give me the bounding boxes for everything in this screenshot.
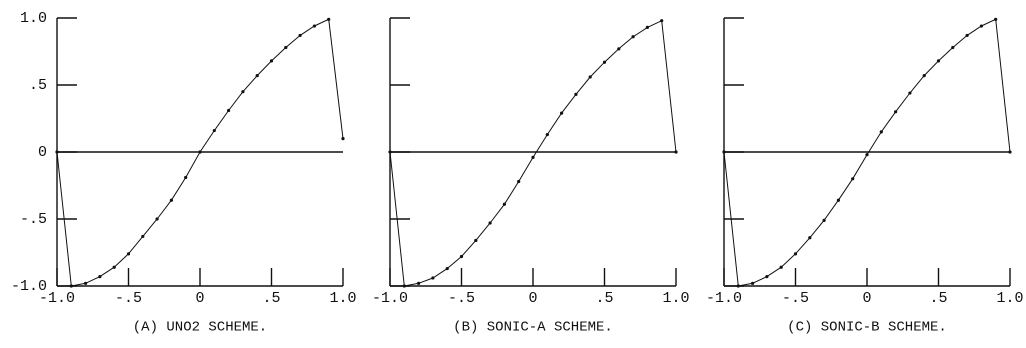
caption: (B) SONIC-A SCHEME. [453, 320, 613, 336]
point [545, 132, 549, 137]
caption: (A) UNO2 SCHEME. [133, 320, 267, 336]
x-tick-label: 1.0 [996, 290, 1023, 307]
point [488, 221, 492, 225]
point [631, 35, 635, 39]
point [660, 19, 664, 23]
point [141, 234, 145, 239]
point [55, 150, 59, 154]
y-tick-label: 0 [38, 144, 47, 161]
point [112, 265, 116, 269]
x-tick-label: .5 [929, 290, 947, 307]
point [751, 281, 755, 285]
point [1008, 150, 1012, 154]
y-tick-label: -1.0 [11, 278, 47, 295]
point [922, 74, 926, 78]
point [502, 202, 506, 206]
point [388, 150, 392, 154]
point [808, 236, 812, 240]
y-tick-label: 1.0 [20, 10, 47, 27]
point [894, 110, 898, 114]
point [865, 153, 869, 157]
point [879, 130, 883, 134]
point [241, 90, 245, 94]
point [908, 91, 912, 95]
x-tick-label: -.5 [782, 290, 809, 307]
x-tick-label: 0 [195, 290, 204, 307]
point [459, 254, 464, 259]
x-tick-label: -1.0 [706, 290, 742, 307]
point [645, 25, 650, 29]
point [474, 238, 478, 243]
point [936, 59, 941, 63]
x-tick-label: 0 [862, 290, 871, 307]
point [69, 284, 73, 288]
point [765, 275, 769, 279]
point [560, 111, 564, 115]
curve [389, 19, 677, 287]
point [341, 137, 345, 141]
x-tick-label: -1.0 [39, 290, 75, 307]
point [284, 45, 288, 50]
point [445, 266, 449, 271]
point [327, 17, 331, 21]
point [779, 265, 783, 269]
x-tick-label: 1.0 [662, 290, 689, 307]
point [617, 47, 621, 51]
point [674, 150, 678, 154]
point [722, 150, 726, 154]
point [574, 92, 578, 96]
point [531, 155, 535, 159]
y-tick-label: .5 [29, 77, 47, 94]
x-tick-label: 0 [528, 290, 537, 307]
point [431, 276, 435, 280]
point [951, 45, 955, 50]
point [184, 175, 188, 180]
x-tick-label: 1.0 [329, 290, 356, 307]
point [588, 75, 592, 79]
point [836, 198, 841, 202]
point [793, 252, 798, 256]
point [517, 179, 521, 184]
point [602, 60, 607, 64]
point [994, 17, 998, 21]
point [851, 177, 855, 181]
point [227, 108, 231, 113]
x-tick-label: -.5 [115, 290, 142, 307]
x-tick-label: -.5 [448, 290, 475, 307]
point [822, 218, 826, 222]
point [155, 217, 159, 221]
point [269, 59, 274, 63]
caption: (C) SONIC-B SCHEME. [787, 320, 947, 336]
point [84, 281, 88, 285]
point [402, 284, 406, 288]
point [255, 74, 259, 78]
point [198, 150, 202, 154]
point [298, 33, 302, 38]
point [212, 128, 216, 133]
x-tick-label: .5 [262, 290, 280, 307]
point [98, 275, 102, 279]
x-tick-label: .5 [595, 290, 613, 307]
point [736, 284, 740, 288]
x-tick-label: -1.0 [372, 290, 408, 307]
y-tick-label: -.5 [20, 211, 47, 228]
point [312, 24, 316, 28]
point [417, 281, 421, 285]
point [126, 252, 131, 256]
point [965, 33, 969, 38]
point [979, 24, 984, 28]
point [169, 198, 173, 202]
